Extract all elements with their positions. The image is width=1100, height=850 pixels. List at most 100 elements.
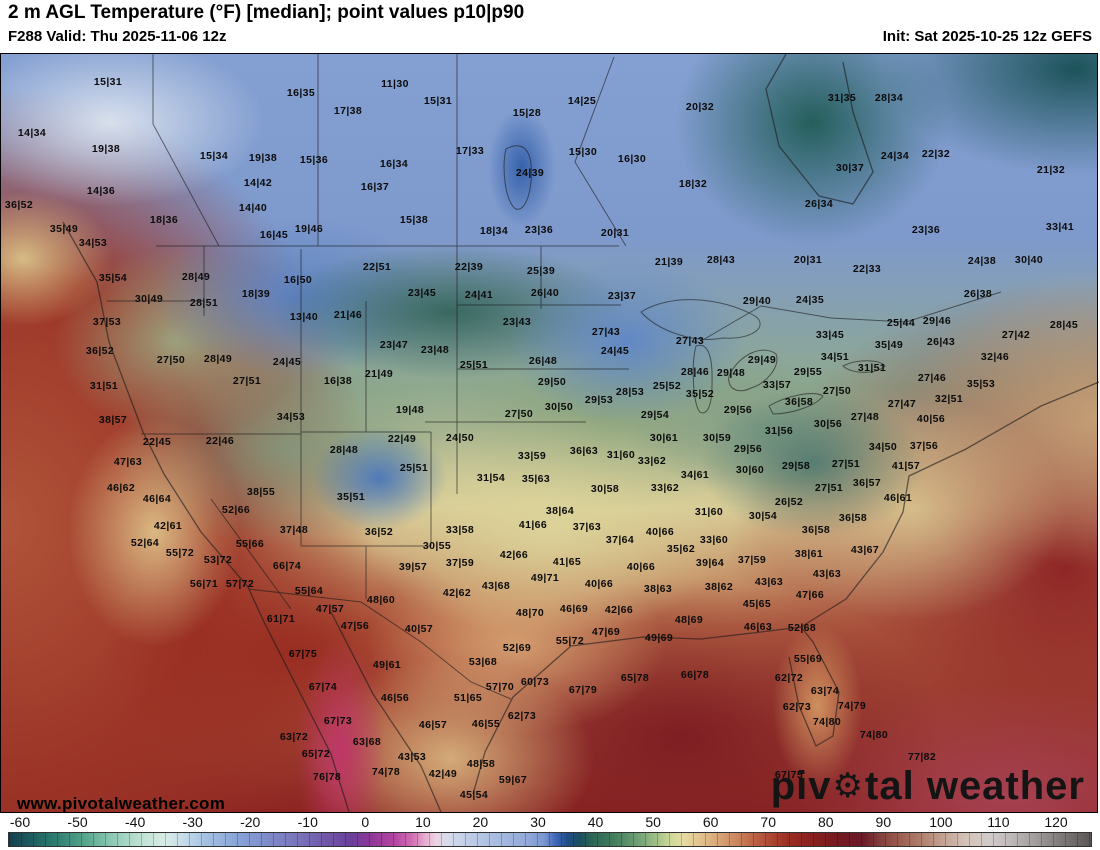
- point-value: 35|62: [666, 543, 696, 555]
- point-value: 26|48: [528, 355, 558, 367]
- map-borders: [62, 54, 1099, 812]
- point-value: 62|73: [782, 701, 812, 713]
- point-value: 30|49: [134, 293, 164, 305]
- colorbar-tick: 90: [875, 814, 892, 830]
- point-value: 27|51: [232, 375, 262, 387]
- point-value: 22|33: [852, 263, 882, 275]
- point-value: 23|37: [607, 290, 637, 302]
- point-value: 57|72: [225, 578, 255, 590]
- point-value: 27|48: [850, 411, 880, 423]
- point-value: 29|56: [723, 404, 753, 416]
- point-value: 74|80: [812, 716, 842, 728]
- point-value: 42|62: [442, 587, 472, 599]
- point-value: 36|52: [4, 199, 34, 211]
- colorbar-tick: 60: [702, 814, 719, 830]
- point-value: 15|30: [568, 146, 598, 158]
- point-value: 26|40: [530, 287, 560, 299]
- point-value: 27|47: [887, 398, 917, 410]
- point-value: 38|57: [98, 414, 128, 426]
- point-value: 30|60: [735, 464, 765, 476]
- point-value: 52|66: [221, 504, 251, 516]
- point-value: 31|51: [857, 362, 887, 374]
- point-value: 37|63: [572, 521, 602, 533]
- point-value: 18|36: [149, 214, 179, 226]
- point-value: 34|61: [680, 469, 710, 481]
- point-value: 33|45: [815, 329, 845, 341]
- point-value: 27|51: [831, 458, 861, 470]
- point-value: 38|62: [704, 581, 734, 593]
- point-value: 30|50: [544, 401, 574, 413]
- point-value: 46|69: [559, 603, 589, 615]
- great-lakes: [503, 145, 886, 415]
- point-value: 40|66: [584, 578, 614, 590]
- point-value: 13|40: [289, 311, 319, 323]
- point-value: 24|34: [880, 150, 910, 162]
- point-value: 43|68: [481, 580, 511, 592]
- point-value: 35|51: [336, 491, 366, 503]
- point-value: 14|42: [243, 177, 273, 189]
- point-value: 43|53: [397, 751, 427, 763]
- temperature-colorbar: -60 -50 -40 -30 -20 -10 0 10 20 30 40 50 60 70 80 90 100…: [0, 813, 1100, 850]
- colorbar-tick: 100: [929, 814, 953, 830]
- point-value: 27|51: [814, 482, 844, 494]
- point-value: 15|38: [399, 214, 429, 226]
- point-value: 29|55: [793, 366, 823, 378]
- point-value: 40|56: [916, 413, 946, 425]
- point-value: 40|66: [645, 526, 675, 538]
- point-value: 24|45: [272, 356, 302, 368]
- point-value: 40|66: [626, 561, 656, 573]
- point-value: 52|64: [130, 537, 160, 549]
- point-value: 19|38: [248, 152, 278, 164]
- point-value: 47|63: [113, 456, 143, 468]
- point-value: 46|56: [380, 692, 410, 704]
- colorbar-tick: -60: [9, 814, 31, 830]
- point-value: 29|56: [733, 443, 763, 455]
- point-value: 31|54: [476, 472, 506, 484]
- point-value: 74|79: [837, 700, 867, 712]
- point-value: 33|57: [762, 379, 792, 391]
- point-value: 30|37: [835, 162, 865, 174]
- point-value: 30|58: [590, 483, 620, 495]
- point-value: 31|56: [764, 425, 794, 437]
- colorbar-tick: 40: [587, 814, 604, 830]
- colorbar-tick: -20: [240, 814, 261, 830]
- point-value: 37|53: [92, 316, 122, 328]
- point-value: 16|34: [379, 158, 409, 170]
- colorbar-tick: 120: [1044, 814, 1068, 830]
- point-value: 35|54: [98, 272, 128, 284]
- point-value: 30|40: [1014, 254, 1044, 266]
- point-value: 23|36: [911, 224, 941, 236]
- point-value: 53|72: [203, 554, 233, 566]
- point-value: 49|71: [530, 572, 560, 584]
- point-value: 45|65: [742, 598, 772, 610]
- point-value: 67|75: [288, 648, 318, 660]
- subheader: F288 Valid: Thu 2025-11-06 12z Init: Sat…: [8, 28, 1092, 48]
- point-value: 24|39: [515, 167, 545, 179]
- watermark-brand: piv ⚙ tal weather: [771, 766, 1085, 806]
- point-value: 62|72: [774, 672, 804, 684]
- point-value: 27|46: [917, 372, 947, 384]
- point-value: 16|50: [283, 274, 313, 286]
- colorbar-tick: 30: [530, 814, 546, 830]
- point-value: 42|61: [153, 520, 183, 532]
- point-value: 21|49: [364, 368, 394, 380]
- point-value: 46|62: [106, 482, 136, 494]
- point-value: 46|63: [743, 621, 773, 633]
- point-value: 56|71: [189, 578, 219, 590]
- point-value: 16|35: [286, 87, 316, 99]
- point-value: 38|63: [643, 583, 673, 595]
- point-value: 30|61: [649, 432, 679, 444]
- point-value: 35|63: [521, 473, 551, 485]
- point-value: 55|69: [793, 653, 823, 665]
- colorbar-tick: -30: [182, 814, 203, 830]
- point-value: 31|60: [694, 506, 724, 518]
- point-value: 32|51: [934, 393, 964, 405]
- point-value: 29|54: [640, 409, 670, 421]
- point-value: 48|58: [466, 758, 496, 770]
- point-value: 36|58: [801, 524, 831, 536]
- point-value: 47|69: [591, 626, 621, 638]
- point-value: 19|38: [91, 143, 121, 155]
- point-value: 24|50: [445, 432, 475, 444]
- point-value: 23|47: [379, 339, 409, 351]
- colorbar-tick: -40: [124, 814, 146, 830]
